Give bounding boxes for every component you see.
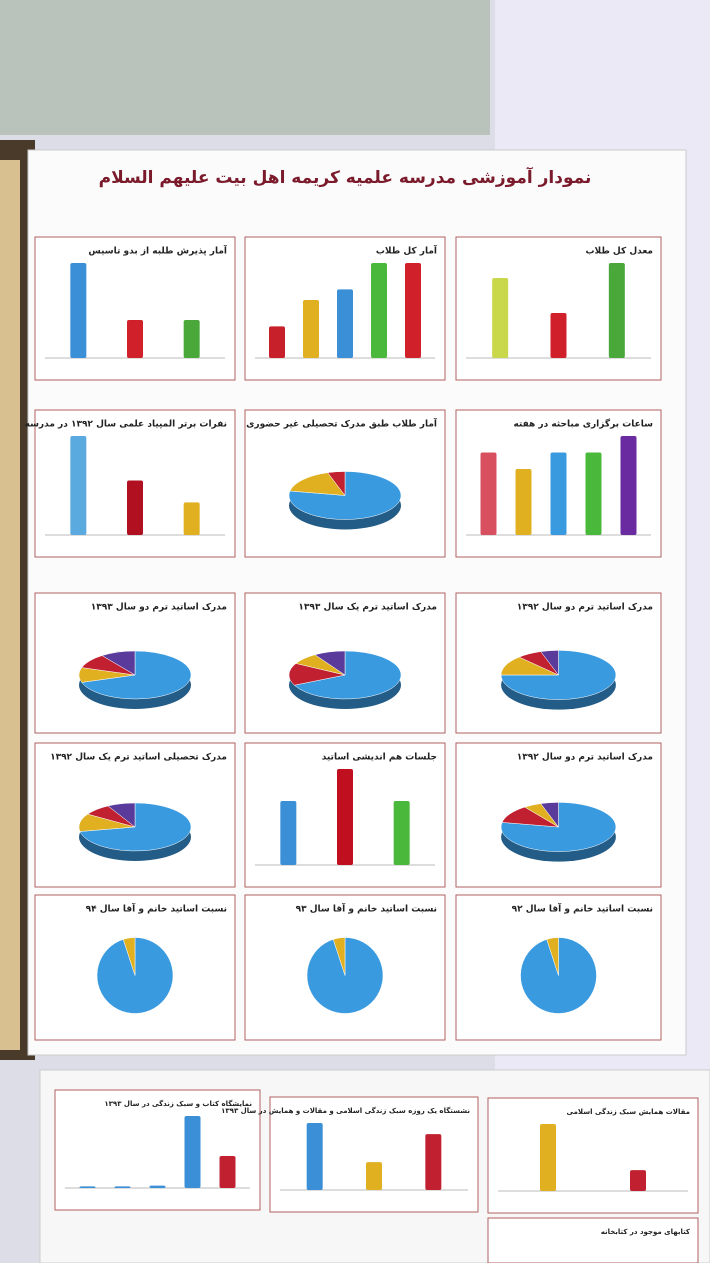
bar <box>550 313 567 358</box>
bar <box>269 326 285 358</box>
panel-title: مدرک اساتید ترم یک سال ۱۳۹۳ <box>298 603 437 613</box>
pie-slice <box>288 471 402 520</box>
bar <box>127 480 143 535</box>
pie-slice <box>107 802 136 828</box>
bar <box>79 1186 96 1188</box>
bar <box>303 299 319 358</box>
bar <box>393 801 410 865</box>
pie-slice <box>500 802 617 852</box>
bar <box>70 263 87 358</box>
panel-title: کتابهای موجود در کتابخانه <box>601 1228 691 1236</box>
panel-title: مدرک اساتید ترم دو سال ۱۳۹۲ <box>517 603 653 613</box>
bar <box>608 263 625 358</box>
panel <box>54 1089 261 1211</box>
pie-slice <box>540 802 559 828</box>
pie-slice <box>546 937 559 976</box>
bar <box>114 1186 131 1188</box>
bar <box>337 289 353 358</box>
panel <box>34 236 236 381</box>
bar <box>620 436 637 535</box>
pie-slice <box>293 650 402 700</box>
bar <box>405 263 421 358</box>
upper-board <box>0 0 490 135</box>
bar <box>371 263 387 358</box>
panel-title: نمایشگاه کتاب و سبک زندگی در سال ۱۳۹۳ <box>104 1099 252 1108</box>
bar <box>70 436 87 535</box>
poster-title: نمودار آموزشی مدرسه علمیه کریمه اهل بیت … <box>99 166 592 188</box>
panel-title: مقالات همایش سبک زندگی اسلامی <box>567 1107 690 1116</box>
bar <box>585 452 602 535</box>
pie-slice <box>101 650 136 676</box>
pie-slice <box>314 650 346 676</box>
panel-title: آمار پذیرش طلبه از بدو تاسیس <box>88 245 228 257</box>
pie-slice <box>540 650 559 676</box>
panel-title: ساعات برگزاری مباحثه در هفته <box>513 418 653 430</box>
panel-title: معدل کل طلاب <box>585 247 653 257</box>
bar <box>550 452 567 535</box>
pie-slice <box>122 937 136 976</box>
bar <box>492 278 509 358</box>
bar <box>149 1185 166 1188</box>
frame-inner <box>0 160 20 1050</box>
panel-title: نسبت اساتید خانم و آقا سال ۹۳ <box>296 903 437 915</box>
bar <box>184 1116 201 1188</box>
pie-slice <box>289 472 346 496</box>
pie-slice <box>288 663 346 686</box>
pie-slice <box>332 937 346 976</box>
bar <box>183 320 200 358</box>
bar <box>127 320 143 358</box>
bar <box>480 452 497 535</box>
panel-title: نسبت اساتید خانم و آقا سال ۹۲ <box>512 903 653 915</box>
panel-title: نفرات برتر المپیاد علمی سال ۱۳۹۲ در مدرس… <box>25 420 227 430</box>
bar <box>219 1156 236 1188</box>
bar <box>366 1162 382 1190</box>
pie-slice <box>500 650 617 700</box>
bar <box>306 1123 323 1190</box>
bar <box>280 801 297 865</box>
panel <box>269 1096 479 1213</box>
pie-slice <box>79 802 192 852</box>
bar <box>183 502 200 535</box>
panel <box>487 1217 699 1263</box>
pie-slice <box>327 471 346 497</box>
panel <box>455 236 662 381</box>
panel-title: نشستگاه یک روزه سبک زندگی اسلامی و مقالا… <box>221 1106 470 1115</box>
bar <box>337 769 353 865</box>
panel-title: آمار کل طلاب <box>376 245 438 257</box>
panel-title: جلسات هم اندیشی اساتید <box>322 753 437 763</box>
pie-slice <box>81 650 192 700</box>
panel-title: آمار طلاب طبق مدرک تحصیلی غیر حضوری <box>246 418 438 430</box>
bar <box>515 469 532 535</box>
panel-title: مدرک اساتید ترم دو سال ۱۳۹۲ <box>517 753 653 763</box>
panel <box>487 1097 699 1214</box>
bar <box>630 1170 646 1191</box>
bar <box>425 1134 442 1190</box>
panel-title: مدرک تحصیلی اساتید ترم یک سال ۱۳۹۲ <box>50 753 227 763</box>
panel-title: نسبت اساتید خانم و آقا سال ۹۴ <box>86 903 227 915</box>
bar <box>540 1124 556 1191</box>
panel-title: مدرک اساتید ترم دو سال ۱۳۹۳ <box>91 603 227 613</box>
